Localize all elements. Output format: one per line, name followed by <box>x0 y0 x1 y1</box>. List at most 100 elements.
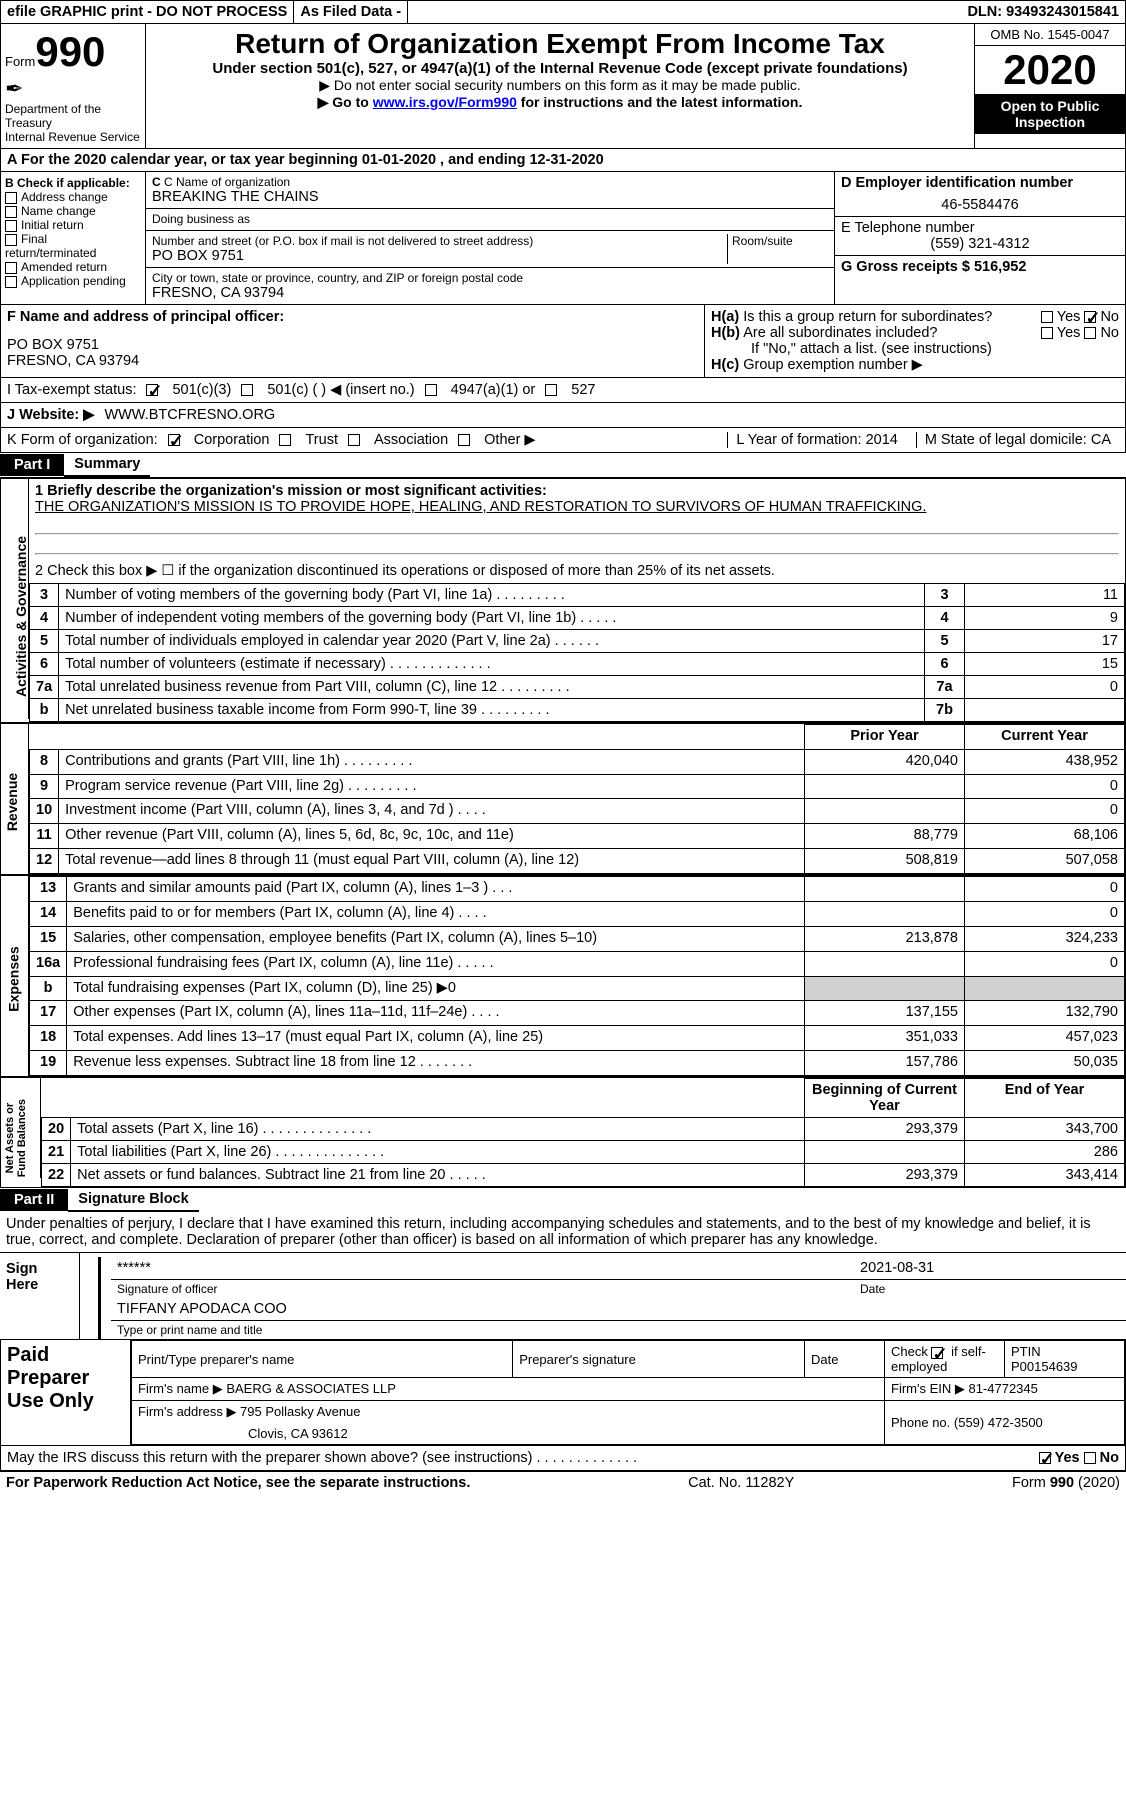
prior-val: 88,779 <box>805 824 965 849</box>
f-l2: FRESNO, CA 93794 <box>7 353 698 369</box>
row-code: 7b <box>925 699 965 722</box>
curr-val: 507,058 <box>965 849 1125 874</box>
curr-val: 324,233 <box>965 926 1125 951</box>
prior-val: 420,040 <box>805 749 965 774</box>
f-label: F Name and address of principal officer: <box>7 309 284 325</box>
hc-label: H(c) Group exemption number ▶ <box>711 357 1119 373</box>
curr-val: 0 <box>965 774 1125 799</box>
exp-table: 13 Grants and similar amounts paid (Part… <box>29 876 1125 1076</box>
checkbox-address[interactable] <box>5 192 17 204</box>
pp-h3: Date <box>805 1341 885 1378</box>
curr-val: 68,106 <box>965 824 1125 849</box>
row-val: 15 <box>965 653 1125 676</box>
curr-val: 457,023 <box>965 1026 1125 1051</box>
row-text: Contributions and grants (Part VIII, lin… <box>59 749 805 774</box>
checkbox-amended[interactable] <box>5 262 17 274</box>
date-label: Date <box>860 1282 1120 1296</box>
c-label: C Name of organization <box>164 175 290 189</box>
k2: Trust <box>305 432 338 448</box>
checkbox-pending[interactable] <box>5 276 17 288</box>
ein: 46-5584476 <box>841 191 1119 213</box>
row-code: 3 <box>925 584 965 607</box>
sig-stars: ****** <box>117 1260 860 1276</box>
b-item: Final return/terminated <box>5 232 96 260</box>
ha-yes[interactable] <box>1041 311 1053 323</box>
fh-grid: F Name and address of principal officer:… <box>0 305 1126 378</box>
hb-yes[interactable] <box>1041 327 1053 339</box>
curr-val: 0 <box>965 901 1125 926</box>
col-hdr: End of Year <box>965 1079 1125 1118</box>
row-text: Number of voting members of the governin… <box>59 584 925 607</box>
self-employed-check[interactable] <box>931 1347 943 1359</box>
i-527[interactable] <box>545 384 557 396</box>
firm-name: Firm's name ▶ BAERG & ASSOCIATES LLP <box>132 1378 885 1401</box>
i-4947[interactable] <box>425 384 437 396</box>
curr-val: 343,414 <box>965 1164 1125 1187</box>
b-item: Application pending <box>21 274 126 288</box>
k4: Other ▶ <box>484 432 535 448</box>
curr-val: 50,035 <box>965 1051 1125 1076</box>
city-label: City or town, state or province, country… <box>152 271 828 285</box>
j-label: J Website: ▶ <box>7 407 94 423</box>
k-assoc[interactable] <box>348 434 360 446</box>
discuss-no[interactable] <box>1084 1452 1096 1464</box>
row-text: Salaries, other compensation, employee b… <box>67 926 805 951</box>
f-l1: PO BOX 9751 <box>7 337 698 353</box>
prior-val <box>805 951 965 976</box>
row-num: 16a <box>30 951 67 976</box>
row-num: 19 <box>30 1051 67 1076</box>
ha-no[interactable] <box>1084 311 1096 323</box>
curr-val: 132,790 <box>965 1001 1125 1026</box>
sigof-label: Signature of officer <box>117 1282 860 1296</box>
k-other[interactable] <box>458 434 470 446</box>
efile-label: efile GRAPHIC print - DO NOT PROCESS <box>1 1 294 23</box>
discuss-yes[interactable] <box>1039 1452 1051 1464</box>
b-item: Name change <box>21 204 96 218</box>
prior-val: 508,819 <box>805 849 965 874</box>
checkbox-final[interactable] <box>5 234 17 246</box>
checkbox-initial[interactable] <box>5 220 17 232</box>
row-text: Other revenue (Part VIII, column (A), li… <box>59 824 805 849</box>
row-text: Professional fundraising fees (Part IX, … <box>67 951 805 976</box>
discuss-row: May the IRS discuss this return with the… <box>0 1446 1126 1470</box>
omb: OMB No. 1545-0047 <box>975 24 1125 46</box>
i-t1: 501(c)(3) <box>172 382 231 398</box>
i-501c[interactable] <box>241 384 253 396</box>
prior-val <box>805 976 965 1001</box>
footer: For Paperwork Reduction Act Notice, see … <box>0 1470 1126 1494</box>
dln: DLN: 93493243015841 <box>961 1 1125 23</box>
asfiled-label: As Filed Data - <box>294 1 408 23</box>
prior-val: 293,379 <box>805 1118 965 1141</box>
i-501c3[interactable] <box>146 384 158 396</box>
row-code: 6 <box>925 653 965 676</box>
form-foot: Form 990 (2020) <box>1012 1475 1120 1491</box>
k-corp[interactable] <box>168 434 180 446</box>
officer-name: TIFFANY APODACA COO <box>117 1301 287 1317</box>
irs-link[interactable]: www.irs.gov/Form990 <box>373 94 517 110</box>
curr-val: 286 <box>965 1141 1125 1164</box>
row-val: 0 <box>965 676 1125 699</box>
open-inspection: Open to Public Inspection <box>975 94 1125 134</box>
row-num: 14 <box>30 901 67 926</box>
row-num: 6 <box>30 653 59 676</box>
part-ii-tag: Part II <box>0 1189 68 1211</box>
row-text: Total number of individuals employed in … <box>59 630 925 653</box>
row-text: Total revenue—add lines 8 through 11 (mu… <box>59 849 805 874</box>
note2-pre: ▶ Go to <box>318 94 373 110</box>
prior-val <box>805 877 965 902</box>
k-trust[interactable] <box>279 434 291 446</box>
topbar: efile GRAPHIC print - DO NOT PROCESS As … <box>0 0 1126 24</box>
row-text: Total liabilities (Part X, line 26) . . … <box>71 1141 805 1164</box>
i-label: I Tax-exempt status: <box>7 382 136 398</box>
row-val: 11 <box>965 584 1125 607</box>
namel: Type or print name and title <box>111 1321 1126 1339</box>
firm-ein: Firm's EIN ▶ 81-4772345 <box>885 1378 1125 1401</box>
discuss: May the IRS discuss this return with the… <box>7 1450 1039 1466</box>
addr: PO BOX 9751 <box>152 248 723 264</box>
row-k: K Form of organization: Corporation Trus… <box>0 428 1126 453</box>
n2: No <box>1100 1450 1119 1466</box>
curr-val: 0 <box>965 951 1125 976</box>
b-label: B Check if applicable: <box>5 176 141 190</box>
part-i-name: Summary <box>64 453 150 477</box>
checkbox-name[interactable] <box>5 206 17 218</box>
